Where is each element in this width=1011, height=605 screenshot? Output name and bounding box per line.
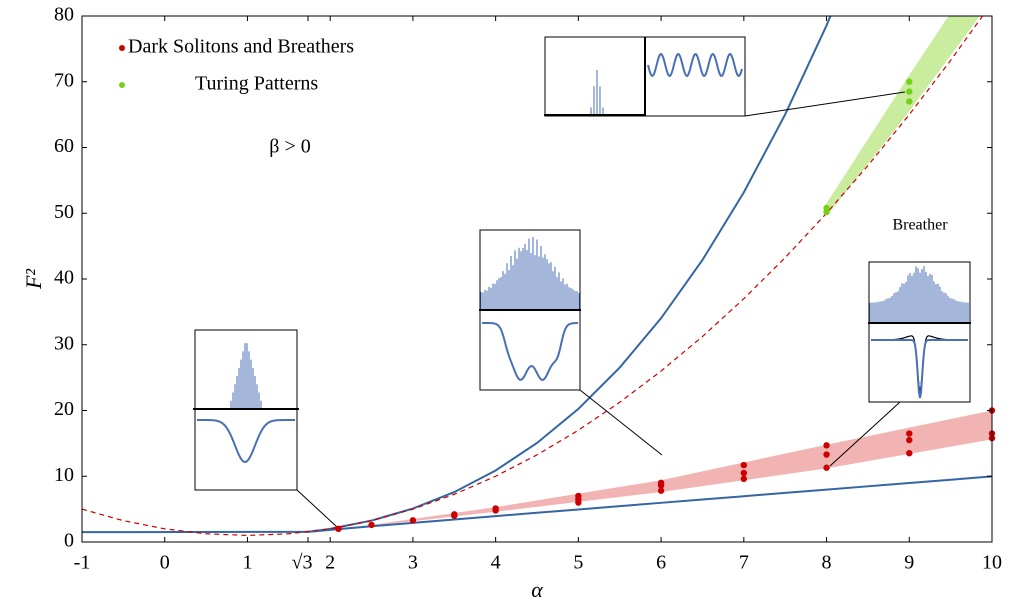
y-tick-label: 0 — [64, 530, 74, 552]
y-tick-label: 40 — [54, 267, 74, 289]
inset-histogram — [480, 236, 580, 310]
point — [409, 517, 417, 524]
point — [368, 521, 375, 529]
curves — [82, 16, 992, 537]
inset-profile — [481, 322, 579, 381]
inset-profile — [647, 52, 743, 78]
point — [906, 430, 913, 437]
insets — [193, 36, 971, 528]
legend-marker — [119, 45, 125, 51]
point — [575, 492, 582, 500]
legend-marker — [119, 82, 125, 88]
y-tick-label: 50 — [54, 201, 74, 223]
x-tick-label: 7 — [739, 552, 749, 574]
x-tick-label: 2 — [325, 552, 335, 574]
point — [906, 436, 913, 444]
y-tick-label: 10 — [54, 464, 74, 486]
connector — [579, 389, 663, 456]
y-tick-label: 70 — [54, 69, 74, 91]
curve — [307, 475, 992, 533]
inset-profile — [196, 419, 295, 464]
band — [338, 410, 992, 530]
point — [906, 78, 913, 85]
x-tick-label: 9 — [904, 552, 914, 574]
annotation: β > 0 — [269, 136, 310, 158]
point — [823, 464, 830, 471]
point — [823, 204, 830, 212]
curve — [82, 16, 984, 537]
connector — [829, 401, 901, 467]
y-tick-label: 60 — [54, 135, 74, 157]
x-tick-label: √3 — [292, 552, 313, 574]
point — [906, 450, 913, 457]
inset-histogram — [869, 266, 969, 323]
x-tick-label: 4 — [491, 552, 501, 574]
x-tick-label: 3 — [408, 552, 418, 574]
point — [492, 505, 499, 512]
y-tick-label: 80 — [54, 4, 74, 26]
x-tick-label: 1 — [242, 552, 252, 574]
inset-histogram — [230, 343, 262, 409]
connector — [744, 91, 906, 117]
point — [657, 487, 665, 494]
inset-label: Breather — [892, 217, 948, 234]
legend-label: Dark Solitons and Breathers — [128, 36, 354, 58]
connector — [296, 489, 338, 528]
bands — [338, 16, 992, 530]
x-tick-label: 6 — [656, 552, 666, 574]
point — [906, 98, 913, 105]
point — [657, 479, 665, 487]
point — [823, 442, 830, 449]
legend-label: Turing Patterns — [195, 73, 318, 95]
point — [823, 451, 830, 458]
band — [826, 16, 980, 217]
point — [740, 461, 748, 469]
x-tick-label: 10 — [982, 552, 1002, 574]
point — [451, 511, 458, 518]
inset-profile — [871, 339, 968, 399]
x-tick-label: 0 — [160, 552, 170, 574]
y-tick-label: 30 — [54, 332, 74, 354]
y-tick-label: 20 — [54, 398, 74, 420]
x-tick-label: -1 — [74, 552, 91, 574]
point — [740, 469, 748, 477]
x-tick-label: 8 — [822, 552, 832, 574]
point — [335, 525, 342, 533]
point — [906, 88, 913, 95]
point — [740, 475, 748, 483]
y-axis-label: F² — [21, 269, 46, 290]
x-tick-label: 5 — [573, 552, 583, 574]
x-axis-label: α — [531, 577, 543, 602]
